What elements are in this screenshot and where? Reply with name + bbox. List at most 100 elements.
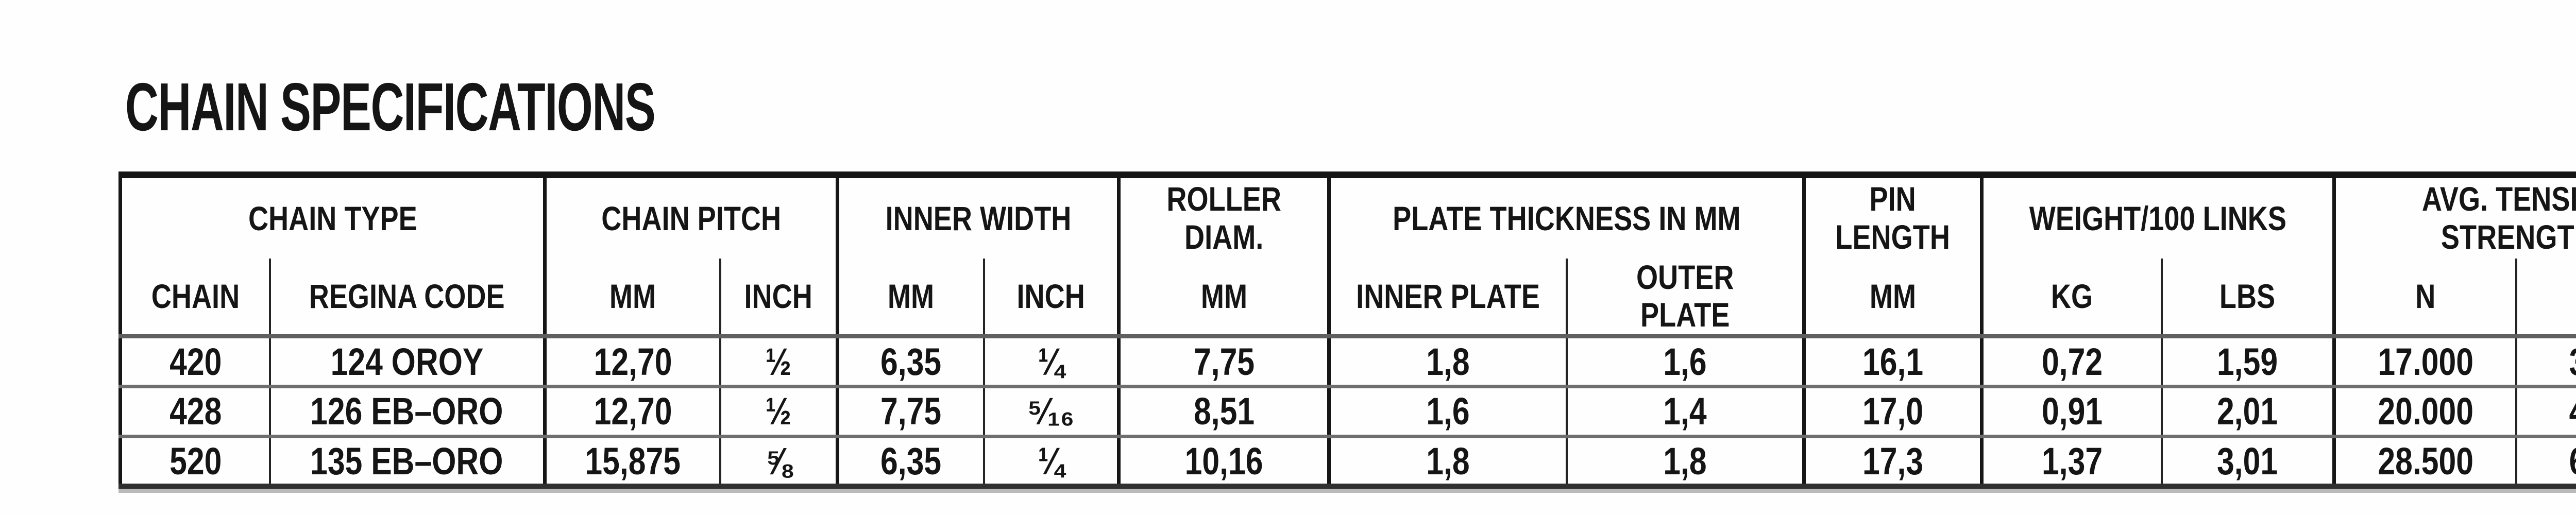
- subheader-regina-code: REGINA CODE: [268, 258, 545, 339]
- cell-value: 15,875: [585, 439, 681, 483]
- cell-lbs-weight: 2,01: [2160, 386, 2334, 438]
- cell-value: 1,8: [1426, 439, 1470, 483]
- subheader-kg: KG: [1980, 258, 2162, 339]
- cell-width-mm: 6,35: [836, 436, 984, 487]
- cell-value: 428: [169, 390, 222, 433]
- cell-width-inch: ¼: [982, 436, 1119, 487]
- chain-specifications-table: CHAIN TYPE CHAIN PITCH INNER WIDTH ROLLE…: [118, 171, 2576, 489]
- subheader-chain-label: CHAIN: [151, 277, 240, 316]
- cell-value: ⅝: [765, 439, 792, 483]
- cell-value: 6,35: [880, 439, 942, 483]
- group-header-pin-length: PIN LENGTH: [1802, 175, 1982, 259]
- cell-pitch-inch: ½: [719, 386, 838, 438]
- cell-width-mm: 6,35: [836, 336, 984, 388]
- cell-value: 28.500: [2377, 439, 2473, 483]
- cell-tensile-n: 17.000: [2332, 336, 2516, 388]
- cell-kg: 0,72: [1980, 336, 2162, 388]
- group-header-chain-pitch: CHAIN PITCH: [543, 175, 838, 259]
- cell-value: ½: [765, 390, 792, 433]
- cell-value: 17,0: [1862, 390, 1924, 433]
- cell-inner-plate: 1,8: [1327, 336, 1567, 388]
- cell-value: 1,8: [1426, 340, 1470, 383]
- cell-value: 1,59: [2217, 340, 2278, 383]
- group-header-plate-thickness: PLATE THICKNESS IN MM: [1327, 175, 1804, 259]
- subheader-roller-mm: MM: [1117, 258, 1329, 339]
- group-header-row: CHAIN TYPE CHAIN PITCH INNER WIDTH ROLLE…: [121, 175, 2576, 259]
- cell-lbs-weight: 3,01: [2160, 436, 2334, 487]
- cell-value: 7,75: [880, 390, 942, 433]
- subheader-pitch-inch-label: INCH: [744, 277, 812, 316]
- cell-value: 16,1: [1862, 340, 1924, 383]
- group-header-inner-width-label: INNER WIDTH: [885, 199, 1071, 237]
- cell-kg: 0,91: [1980, 386, 2162, 438]
- cell-value: ¼: [1038, 340, 1064, 383]
- cell-tensile-lbs: 3.822: [2515, 336, 2576, 388]
- subheader-pin-mm: MM: [1802, 258, 1982, 339]
- subheader-pitch-mm: MM: [543, 258, 720, 339]
- group-header-chain-type: CHAIN TYPE: [121, 175, 545, 259]
- group-header-chain-pitch-label: CHAIN PITCH: [601, 199, 781, 237]
- subheader-roller-mm-label: MM: [1200, 277, 1247, 316]
- cell-width-inch: ¼: [982, 336, 1119, 388]
- cell-value: 520: [169, 439, 222, 483]
- cell-chain: 420: [120, 336, 270, 388]
- cell-value: 0,91: [2041, 390, 2103, 433]
- cell-chain: 520: [121, 436, 270, 486]
- cell-value: ⁵⁄₁₆: [1027, 390, 1075, 433]
- cell-regina-code: 126 EB–ORO: [268, 386, 545, 438]
- cell-tensile-n: 28.500: [2332, 436, 2516, 487]
- cell-value: 1,6: [1426, 390, 1470, 433]
- cell-value: 6.407: [2569, 440, 2576, 483]
- cell-width-inch: ⁵⁄₁₆: [982, 386, 1119, 438]
- cell-value: 12,70: [594, 340, 672, 383]
- cell-width-mm: 7,75: [836, 386, 984, 438]
- subheader-inner-plate-label: INNER PLATE: [1356, 277, 1540, 316]
- table-row-chain-520: 520 135 EB–ORO 15,875 ⅝ 6,35 ¼ 10,16 1,8…: [121, 436, 2576, 487]
- cell-regina-code: 124 OROY: [268, 336, 545, 388]
- group-header-plate-thickness-label: PLATE THICKNESS IN MM: [1392, 199, 1741, 237]
- cell-regina-code: 135 EB–ORO: [268, 436, 545, 487]
- cell-outer-plate: 1,8: [1565, 436, 1804, 487]
- cell-tensile-n: 20.000: [2332, 386, 2516, 438]
- cell-roller-mm: 8,51: [1117, 386, 1329, 438]
- subheader-lbs-weight: LBS: [2160, 258, 2334, 339]
- cell-chain: 428: [120, 386, 270, 438]
- cell-pitch-mm: 12,70: [543, 386, 720, 438]
- subheader-width-inch: INCH: [982, 258, 1119, 339]
- subheader-pin-mm-label: MM: [1869, 277, 1917, 316]
- cell-value: 4.496: [2569, 390, 2576, 433]
- cell-value: 1,6: [1663, 340, 1707, 383]
- cell-value: 10,16: [1184, 439, 1263, 483]
- cell-value: ¼: [1038, 439, 1064, 483]
- cell-value: 6,35: [880, 340, 942, 383]
- subheader-kg-label: KG: [2051, 277, 2093, 316]
- subheader-width-inch-label: INCH: [1016, 277, 1085, 316]
- subheader-outer-plate-label: OUTER PLATE: [1636, 258, 1734, 334]
- subheader-inner-plate: INNER PLATE: [1327, 258, 1567, 339]
- cell-value: 0,72: [2041, 340, 2103, 383]
- cell-value: 124 OROY: [330, 340, 484, 383]
- subheader-newton-label: N: [2415, 277, 2436, 316]
- cell-value: 3,01: [2217, 439, 2278, 483]
- cell-inner-plate: 1,8: [1327, 436, 1567, 487]
- group-header-weight-100-links-label: WEIGHT/100 LINKS: [2029, 199, 2287, 237]
- group-header-pin-length-label: PIN LENGTH: [1835, 179, 1951, 256]
- page-title: CHAIN SPECIFICATIONS: [125, 69, 904, 145]
- cell-value: 135 EB–ORO: [310, 439, 503, 483]
- cell-value: 1,4: [1663, 390, 1707, 433]
- cell-value: 17.000: [2377, 340, 2473, 383]
- cell-pin-mm: 16,1: [1802, 336, 1982, 388]
- group-header-inner-width: INNER WIDTH: [836, 175, 1119, 259]
- cell-roller-mm: 10,16: [1117, 436, 1329, 487]
- group-header-roller-diam: ROLLER DIAM.: [1117, 175, 1329, 259]
- cell-value: 3.822: [2569, 340, 2576, 383]
- subheader-lbs-weight-label: LBS: [2219, 277, 2276, 316]
- group-header-avg-tensile-strength: AVG. TENSILE STRENGTH: [2332, 175, 2576, 259]
- cell-tensile-lbs: 6.407: [2515, 436, 2576, 487]
- cell-pitch-inch: ⅝: [719, 436, 838, 487]
- subheader-pitch-mm-label: MM: [609, 277, 656, 316]
- cell-value: 7,75: [1193, 340, 1255, 383]
- subheader-outer-plate: OUTER PLATE: [1565, 258, 1804, 339]
- subheader-newton: N: [2332, 258, 2516, 339]
